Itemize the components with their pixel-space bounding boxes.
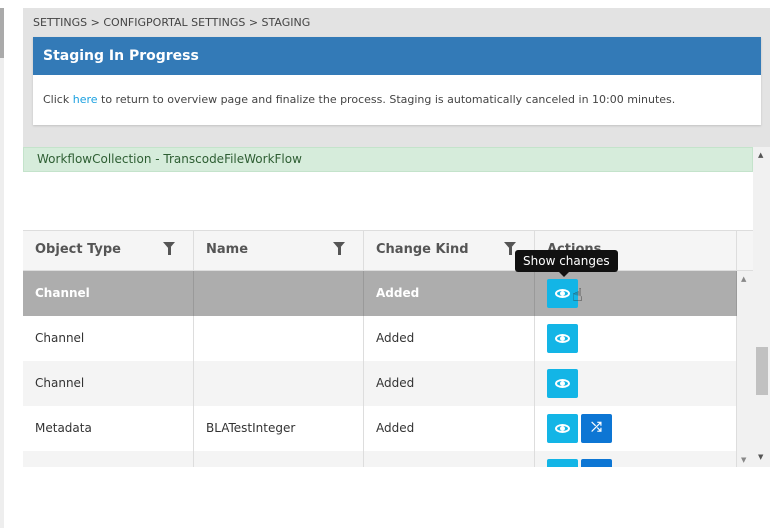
changes-table: Object Type Name Change Kind Actions Cha… [23,230,753,467]
cell-object-type: Channel [23,316,194,361]
table-header: Object Type Name Change Kind Actions [23,231,753,271]
hand-cursor-icon: ☝ [572,285,583,306]
show-changes-button[interactable] [547,459,578,467]
table-row[interactable]: Channel Added [23,316,753,361]
column-name[interactable]: Name [194,231,364,270]
table-scrollbar[interactable]: ▲ ▼ [737,271,753,467]
table-row[interactable]: Channel Added [23,361,753,406]
message-text: to return to overview page and finalize … [97,93,676,106]
column-label: Change Kind [376,242,469,257]
cell-actions [535,316,737,361]
column-change-kind[interactable]: Change Kind [364,231,535,270]
page-scrollbar[interactable]: ▲ ▼ [753,147,770,467]
panel-title: Staging In Progress [33,37,761,75]
message-text: Click [43,93,73,106]
breadcrumb: SETTINGS > CONFIGPORTAL SETTINGS > STAGI… [33,16,311,29]
scroll-down-icon[interactable]: ▼ [741,456,747,464]
staging-panel: Staging In Progress Click here to return… [33,37,761,125]
header-area: SETTINGS > CONFIGPORTAL SETTINGS > STAGI… [23,8,770,147]
cell-actions [535,271,737,316]
shuffle-icon: ⤮ [591,420,602,435]
cell-name: BLATestInteger [194,406,364,451]
table-body: Channel Added Channel Added Channel Added M… [23,271,753,467]
cell-name [194,361,364,406]
merge-button[interactable]: ⤮ [581,414,612,443]
tooltip: Show changes [515,250,618,277]
filter-icon[interactable] [504,242,516,255]
cell-object-type [23,451,194,467]
scroll-thumb[interactable] [756,347,768,395]
column-label: Object Type [35,242,121,257]
show-changes-button[interactable] [547,414,578,443]
cell-object-type: Metadata [23,406,194,451]
cell-actions [535,361,737,406]
cell-object-type: Channel [23,271,194,316]
cell-change-kind: Added [364,316,535,361]
cell-change-kind [364,451,535,467]
scroll-up-icon[interactable]: ▲ [741,275,747,283]
column-object-type[interactable]: Object Type [23,231,194,270]
cell-name [194,271,364,316]
cell-object-type: Channel [23,361,194,406]
filter-icon[interactable] [333,242,345,255]
show-changes-button[interactable] [547,369,578,398]
cell-change-kind: Added [364,271,535,316]
table-row[interactable]: Channel Added [23,271,753,316]
filter-icon[interactable] [163,242,175,255]
scroll-down-icon[interactable]: ▼ [758,453,764,461]
scroll-up-icon[interactable]: ▲ [758,151,764,159]
cell-name [194,451,364,467]
eye-icon [555,289,570,298]
cell-actions [535,451,737,467]
left-edge [0,8,4,528]
eye-icon [555,424,570,433]
cell-name [194,316,364,361]
table-row[interactable]: Metadata BLATestInteger Added ⤮ [23,406,753,451]
eye-icon [555,334,570,343]
cell-actions: ⤮ [535,406,737,451]
show-changes-button[interactable] [547,279,578,308]
show-changes-button[interactable] [547,324,578,353]
column-label: Name [206,242,249,257]
table-row[interactable] [23,451,753,467]
eye-icon [555,379,570,388]
merge-button[interactable] [581,459,612,467]
workflow-banner: WorkflowCollection - TranscodeFileWorkFl… [23,147,753,172]
cell-change-kind: Added [364,406,535,451]
here-link[interactable]: here [72,93,98,106]
cell-change-kind: Added [364,361,535,406]
panel-message: Click here to return to overview page an… [33,75,761,124]
left-scroll-thumb[interactable] [0,8,4,58]
